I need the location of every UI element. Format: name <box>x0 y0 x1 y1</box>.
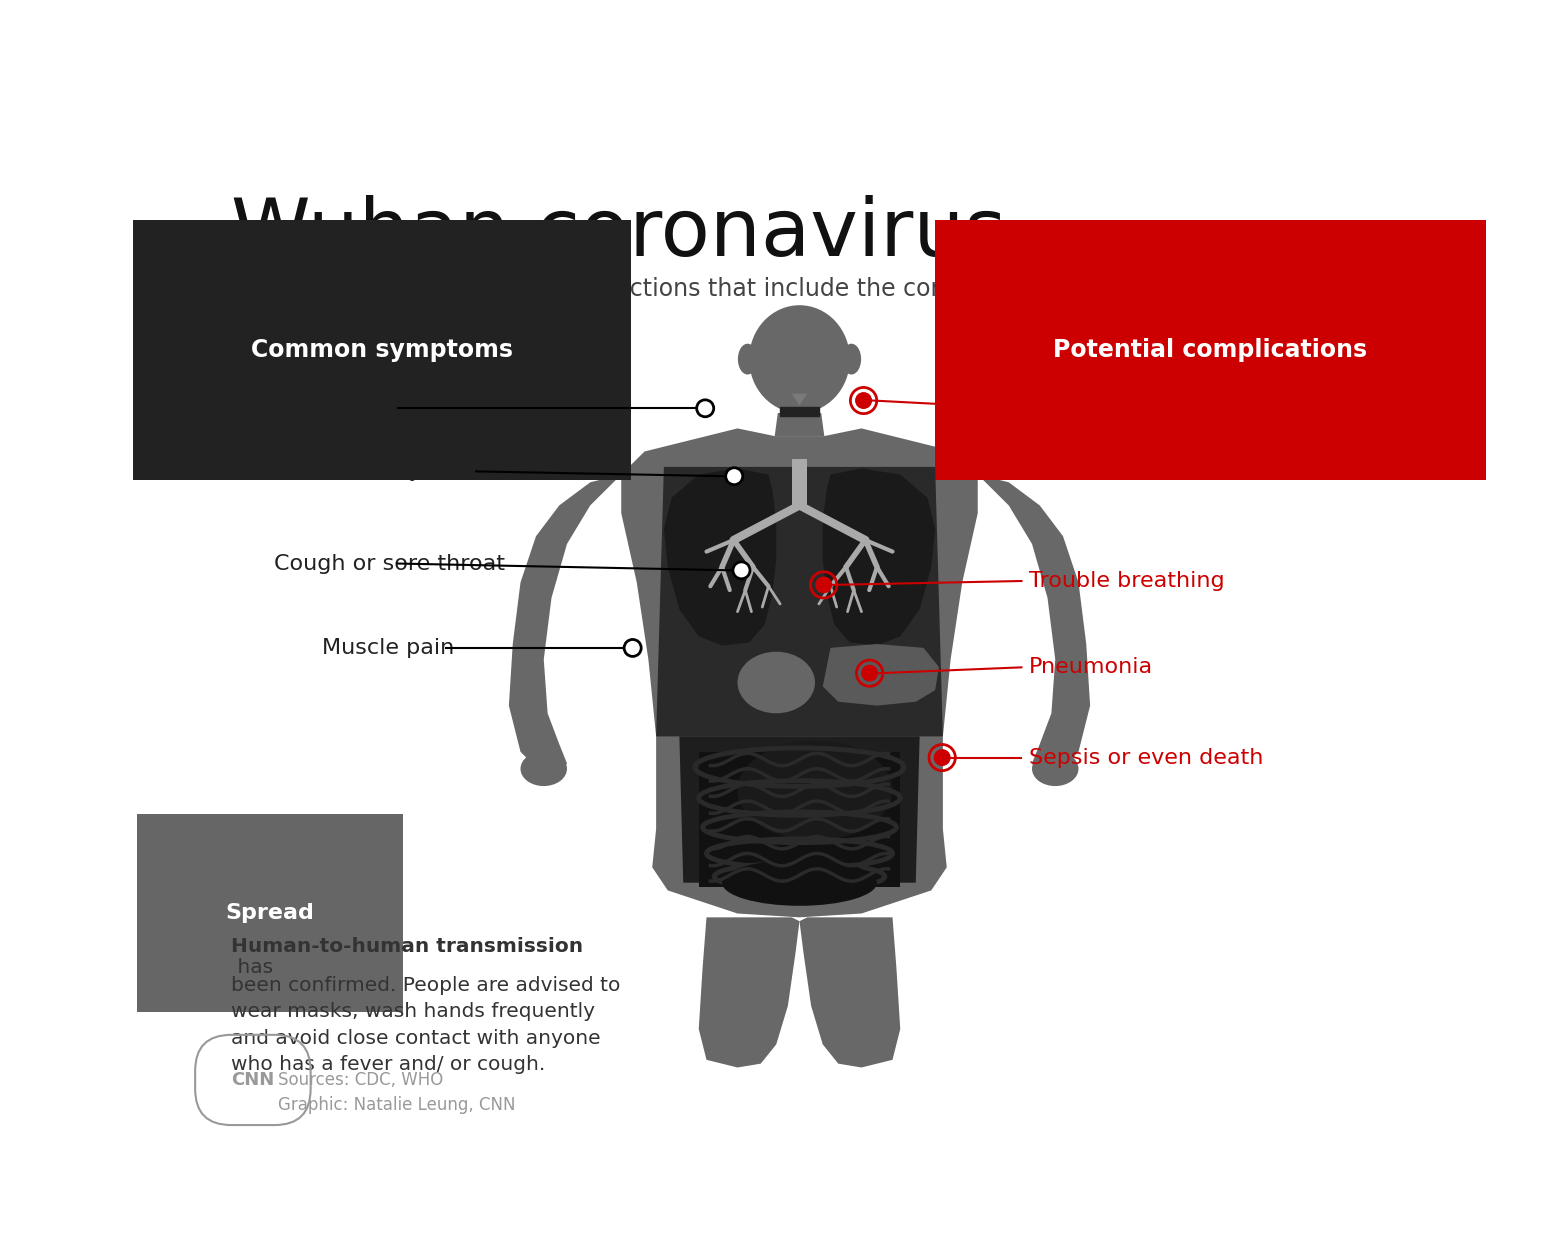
Polygon shape <box>679 736 920 883</box>
Polygon shape <box>665 469 777 645</box>
Circle shape <box>725 467 743 485</box>
Ellipse shape <box>722 859 877 906</box>
Text: Runny nose: Runny nose <box>353 461 482 481</box>
Polygon shape <box>978 475 1090 775</box>
Circle shape <box>733 562 750 578</box>
Text: Spread: Spread <box>226 903 315 922</box>
Circle shape <box>816 576 831 593</box>
Polygon shape <box>509 475 621 775</box>
Text: CNN: CNN <box>231 1071 275 1089</box>
Polygon shape <box>775 413 824 436</box>
Ellipse shape <box>1033 751 1078 786</box>
Text: Coronaviruses are a family of infections that include the common cold, and virus: Coronaviruses are a family of infections… <box>231 277 1214 334</box>
Polygon shape <box>699 917 799 1067</box>
Text: Headache and malaise: Headache and malaise <box>273 398 527 418</box>
Text: Human-to-human transmission: Human-to-human transmission <box>231 937 583 956</box>
Polygon shape <box>621 428 978 917</box>
Polygon shape <box>792 394 807 406</box>
Text: Sepsis or even death: Sepsis or even death <box>1030 747 1264 767</box>
Text: High fever (above 38°C
or 100.4°F): High fever (above 38°C or 100.4°F) <box>1030 386 1290 431</box>
Text: Sources: CDC, WHO
Graphic: Natalie Leung, CNN: Sources: CDC, WHO Graphic: Natalie Leung… <box>278 1071 515 1114</box>
Circle shape <box>697 399 714 417</box>
Text: Muscle pain: Muscle pain <box>321 638 454 658</box>
Ellipse shape <box>738 344 757 374</box>
Circle shape <box>624 640 641 656</box>
Text: Common symptoms: Common symptoms <box>251 338 513 362</box>
Circle shape <box>855 392 872 410</box>
Circle shape <box>861 665 878 682</box>
Text: been confirmed. People are advised to
wear masks, wash hands frequently
and avoi: been confirmed. People are advised to we… <box>231 975 621 1074</box>
Text: Pneumonia: Pneumonia <box>1030 658 1153 678</box>
Ellipse shape <box>738 741 892 840</box>
Text: Cough or sore throat: Cough or sore throat <box>273 553 504 573</box>
Text: Wuhan coronavirus: Wuhan coronavirus <box>231 195 1006 273</box>
Text: Trouble breathing: Trouble breathing <box>1030 571 1225 591</box>
Ellipse shape <box>842 344 861 374</box>
Text: Potential complications: Potential complications <box>1053 338 1368 362</box>
Polygon shape <box>799 917 900 1067</box>
Polygon shape <box>657 467 942 736</box>
Ellipse shape <box>521 751 566 786</box>
Polygon shape <box>792 459 807 505</box>
Polygon shape <box>822 469 934 645</box>
Ellipse shape <box>738 651 814 713</box>
Polygon shape <box>699 752 900 887</box>
Circle shape <box>933 750 950 766</box>
Ellipse shape <box>749 305 850 413</box>
Polygon shape <box>822 644 939 706</box>
Text: has: has <box>231 958 273 976</box>
